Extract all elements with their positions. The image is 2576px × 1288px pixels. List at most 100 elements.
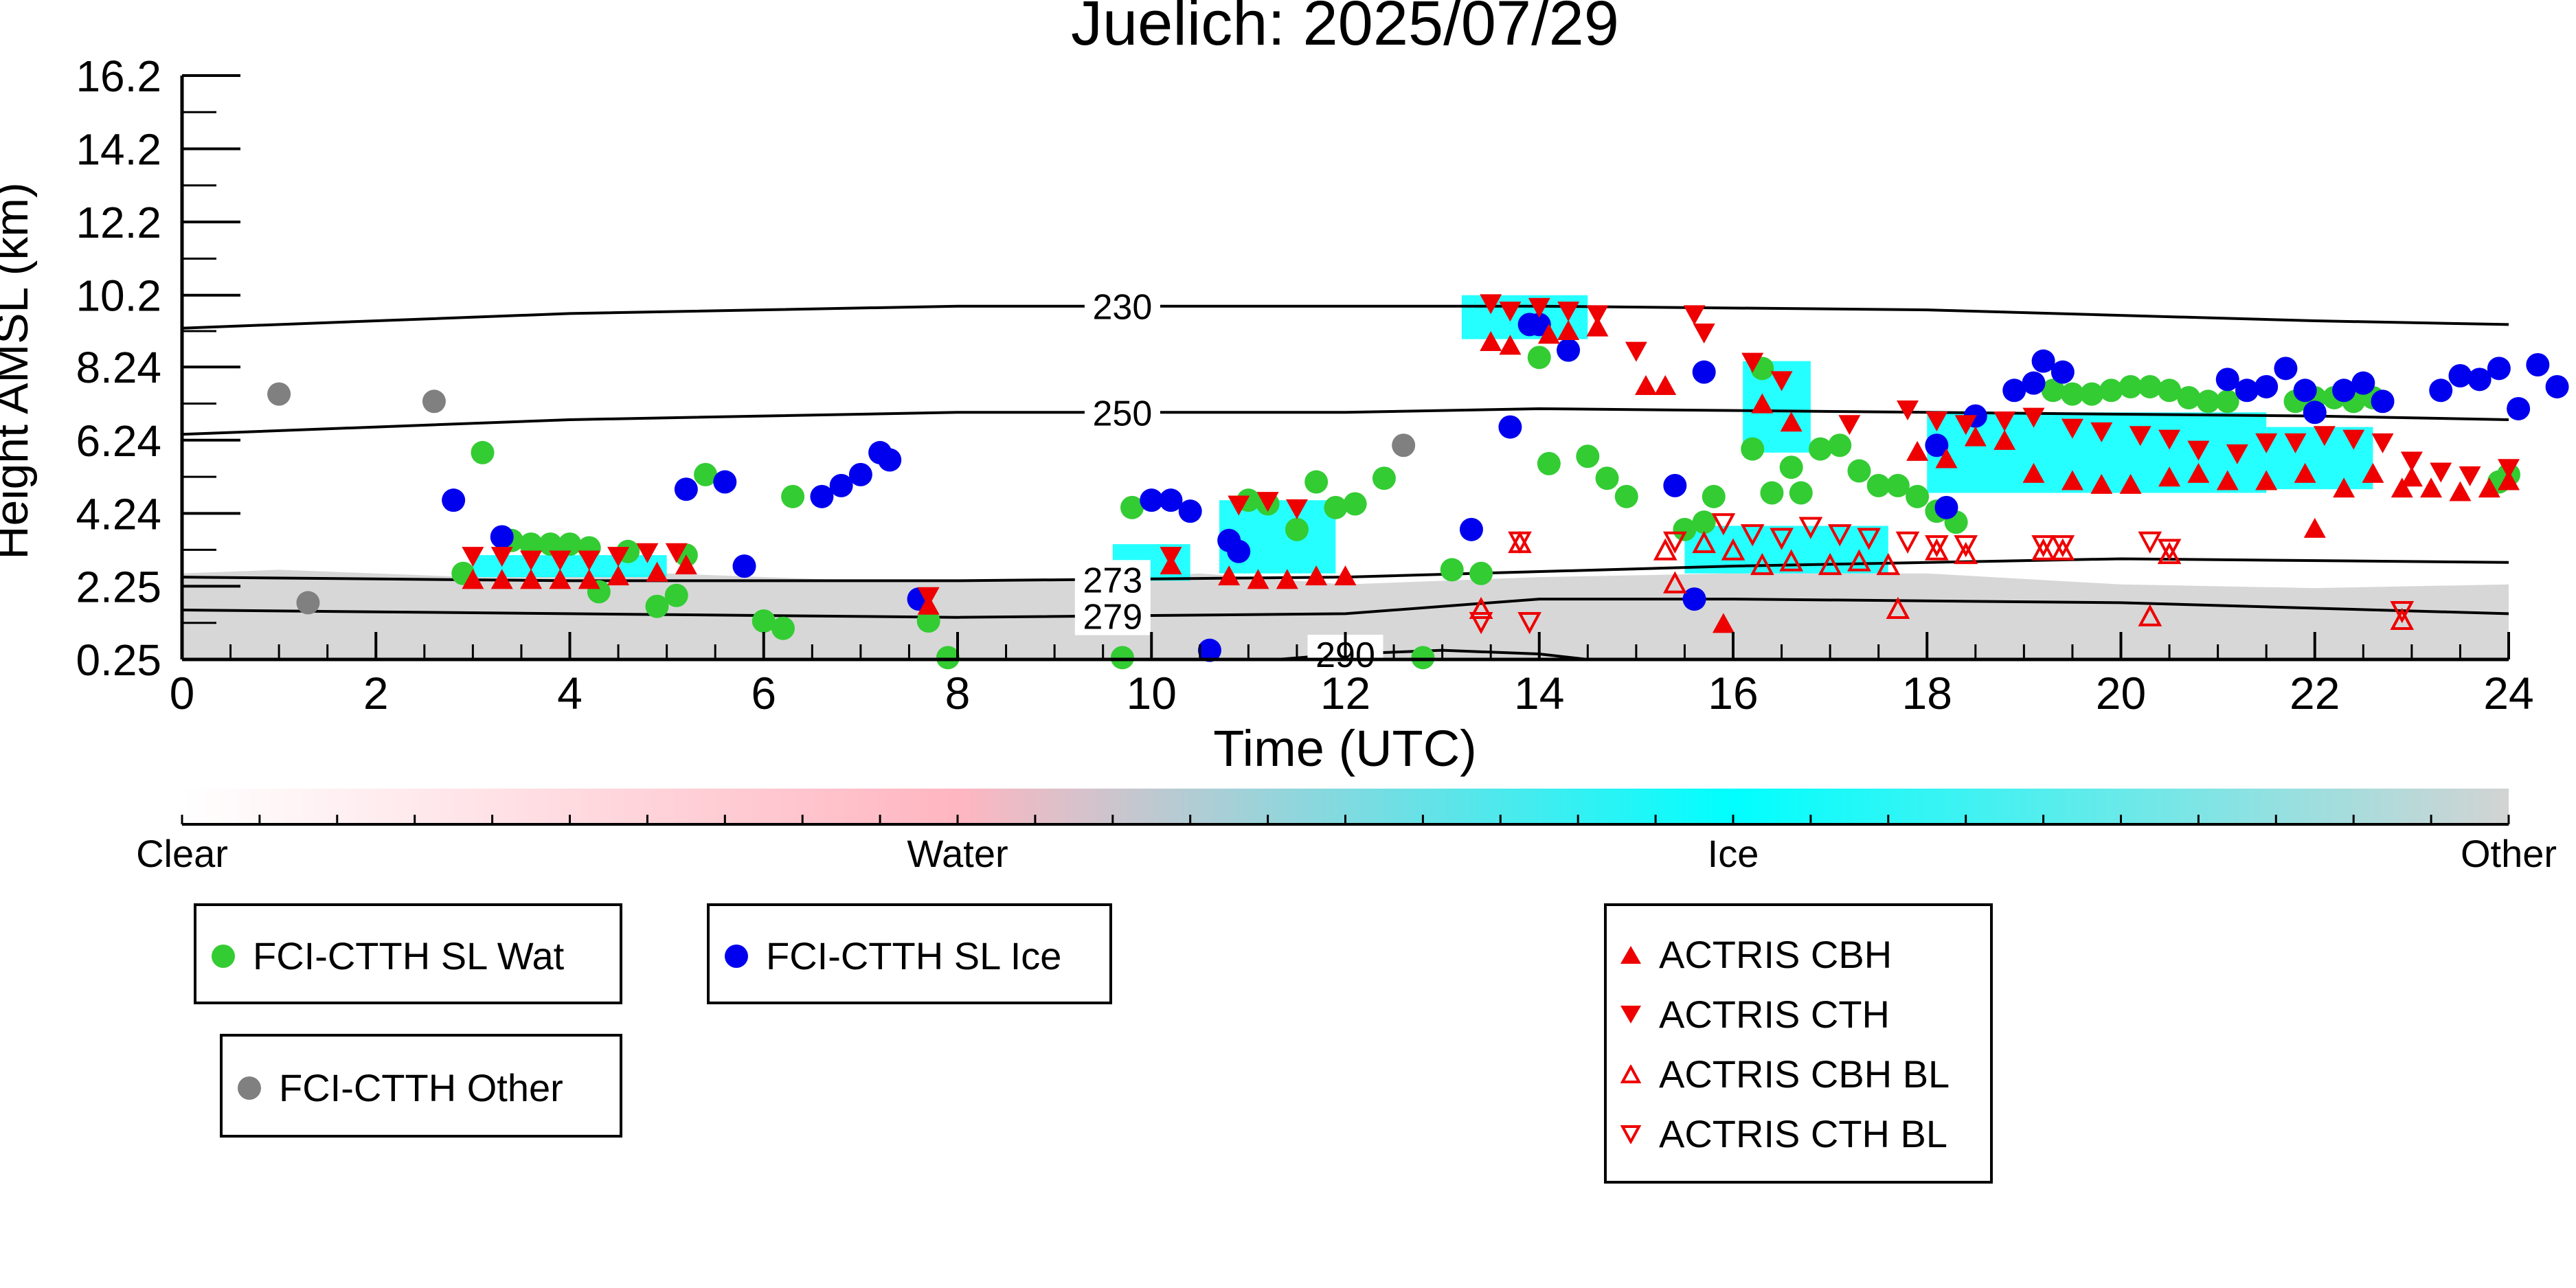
point-actris-cbh-bl bbox=[1721, 538, 1745, 561]
point-fci-ctth-sl-ice bbox=[2235, 379, 2259, 403]
point-fci-ctth-sl-wat bbox=[1595, 466, 1619, 490]
y-tick-label: 10.2 bbox=[76, 271, 161, 321]
point-actris-cth bbox=[1586, 305, 1609, 326]
point-fci-ctth-sl-wat bbox=[1324, 495, 1348, 519]
point-actris-cth bbox=[1838, 415, 1861, 436]
triangle-up-open-icon bbox=[1620, 1064, 1641, 1083]
point-fci-ctth-sl-ice bbox=[829, 473, 853, 497]
point-actris-cbh-bl bbox=[1750, 552, 1774, 576]
point-actris-cth bbox=[490, 547, 513, 567]
point-fci-ctth-sl-wat bbox=[471, 440, 495, 464]
point-actris-cbh bbox=[1305, 565, 1328, 586]
point-actris-cth bbox=[2061, 418, 2083, 439]
point-actris-cbh-bl bbox=[1818, 552, 1842, 576]
point-actris-cbh-bl bbox=[1954, 541, 1978, 565]
point-actris-cth-bl bbox=[2031, 535, 2055, 558]
colorbar-label-other: Other bbox=[2461, 832, 2557, 875]
point-actris-cth-bl bbox=[2050, 535, 2075, 558]
point-actris-cth bbox=[549, 550, 572, 571]
x-axis-label: Time (UTC) bbox=[1213, 720, 1477, 777]
point-actris-cbh bbox=[1712, 613, 1735, 633]
point-actris-cbh bbox=[1334, 565, 1357, 586]
point-actris-cth bbox=[2022, 407, 2045, 428]
point-actris-cth-bl bbox=[1508, 531, 1532, 554]
point-actris-cbh bbox=[2061, 470, 2083, 490]
point-actris-cbh-bl bbox=[1886, 596, 1910, 620]
point-actris-cth-bl bbox=[2157, 539, 2182, 561]
y-axis-label: Height AMSL (km) bbox=[0, 182, 38, 559]
point-fci-ctth-sl-ice bbox=[1498, 415, 1522, 439]
x-tick-label: 20 bbox=[2096, 668, 2146, 719]
point-actris-cbh bbox=[2255, 470, 2278, 490]
point-actris-cbh-bl bbox=[2031, 538, 2055, 561]
point-actris-cbh bbox=[1634, 374, 1657, 395]
point-actris-cbh-bl bbox=[1469, 596, 1493, 620]
point-fci-ctth-sl-ice bbox=[2448, 363, 2472, 387]
point-fci-ctth-sl-ice bbox=[1197, 638, 1221, 662]
x-tick-label: 4 bbox=[557, 668, 583, 719]
point-fci-ctth-sl-ice bbox=[1159, 488, 1183, 512]
y-tick-label: 6.24 bbox=[76, 416, 161, 466]
point-actris-cth bbox=[2400, 451, 2423, 472]
point-fci-ctth-sl-ice bbox=[2050, 360, 2075, 384]
point-actris-cbh bbox=[1935, 448, 1958, 468]
point-fci-ctth-sl-wat bbox=[752, 609, 776, 633]
point-fci-ctth-sl-ice bbox=[848, 462, 872, 486]
point-fci-ctth-sl-wat bbox=[558, 532, 582, 556]
point-fci-ctth-other bbox=[422, 389, 446, 414]
contour-label-bg bbox=[1074, 596, 1151, 635]
legend-label-actris-cbh-bl: ACTRIS CBH BL bbox=[1659, 1052, 1950, 1096]
point-actris-cth-bl bbox=[1895, 531, 1920, 554]
point-actris-cth bbox=[2090, 422, 2113, 442]
point-fci-ctth-sl-wat bbox=[781, 484, 805, 508]
triangle-up-icon bbox=[1620, 945, 1641, 964]
x-tick-label: 22 bbox=[2290, 668, 2340, 719]
legend-fci-ice: FCI-CTTH SL Ice bbox=[707, 903, 1112, 1004]
point-fci-ctth-sl-wat bbox=[1110, 646, 1134, 670]
point-actris-cth bbox=[1925, 411, 1948, 431]
point-actris-cbh bbox=[2119, 473, 2142, 494]
x-tick-label: 14 bbox=[1514, 668, 1564, 719]
point-actris-cth bbox=[1256, 492, 1279, 512]
point-fci-ctth-sl-wat bbox=[1120, 495, 1144, 519]
point-fci-ctth-sl-ice bbox=[1140, 488, 1164, 512]
contour-label-279: 279 bbox=[1083, 598, 1142, 637]
point-actris-cth bbox=[1160, 547, 1182, 567]
y-axis-ticks: 0.25 2.25 4.24 6.24 8.24 10.2 12.2 14.2 16.2 bbox=[76, 52, 240, 685]
point-actris-cbh bbox=[1276, 569, 1298, 589]
point-fci-ctth-sl-wat bbox=[1614, 484, 1638, 508]
point-actris-cth bbox=[1897, 400, 1919, 420]
point-actris-cth bbox=[2158, 429, 2181, 450]
point-fci-ctth-sl-wat bbox=[1673, 517, 1697, 541]
point-actris-cbh bbox=[675, 554, 697, 575]
point-fci-ctth-sl-wat bbox=[1866, 473, 1890, 497]
point-fci-ctth-sl-wat bbox=[771, 616, 795, 640]
point-actris-cth bbox=[607, 547, 630, 567]
colorbar: Clear Water Ice Other bbox=[136, 789, 2557, 875]
point-fci-ctth-sl-wat bbox=[2138, 374, 2162, 398]
point-actris-cbh bbox=[1586, 316, 1609, 337]
point-fci-ctth-sl-wat bbox=[2119, 374, 2143, 398]
x-tick-label: 10 bbox=[1127, 668, 1177, 719]
y-tick-label: 14.2 bbox=[76, 125, 161, 174]
point-fci-ctth-sl-wat bbox=[2099, 379, 2123, 403]
point-fci-ctth-sl-ice bbox=[810, 484, 834, 508]
colorbar-label-water: Water bbox=[907, 832, 1008, 875]
point-actris-cth bbox=[636, 543, 659, 563]
point-actris-cth bbox=[1993, 411, 2016, 431]
point-actris-cth bbox=[1557, 302, 1580, 322]
point-actris-cth bbox=[520, 550, 543, 571]
point-actris-cbh bbox=[2420, 477, 2443, 498]
point-fci-ctth-sl-ice bbox=[2031, 349, 2055, 373]
legend-label-actris-cth-bl: ACTRIS CTH BL bbox=[1659, 1112, 1948, 1155]
point-actris-cbh bbox=[1218, 565, 1241, 586]
y-tick-label: 12.2 bbox=[76, 198, 161, 247]
point-fci-ctth-sl-ice bbox=[713, 470, 737, 494]
point-actris-cbh-bl bbox=[2390, 607, 2415, 631]
x-tick-label: 18 bbox=[1902, 668, 1952, 719]
data-points bbox=[267, 294, 2569, 670]
legend-label-fci-other: FCI-CTTH Other bbox=[279, 1066, 563, 1109]
y-tick-label: 4.24 bbox=[76, 489, 161, 539]
point-actris-cth-bl bbox=[2138, 531, 2162, 554]
